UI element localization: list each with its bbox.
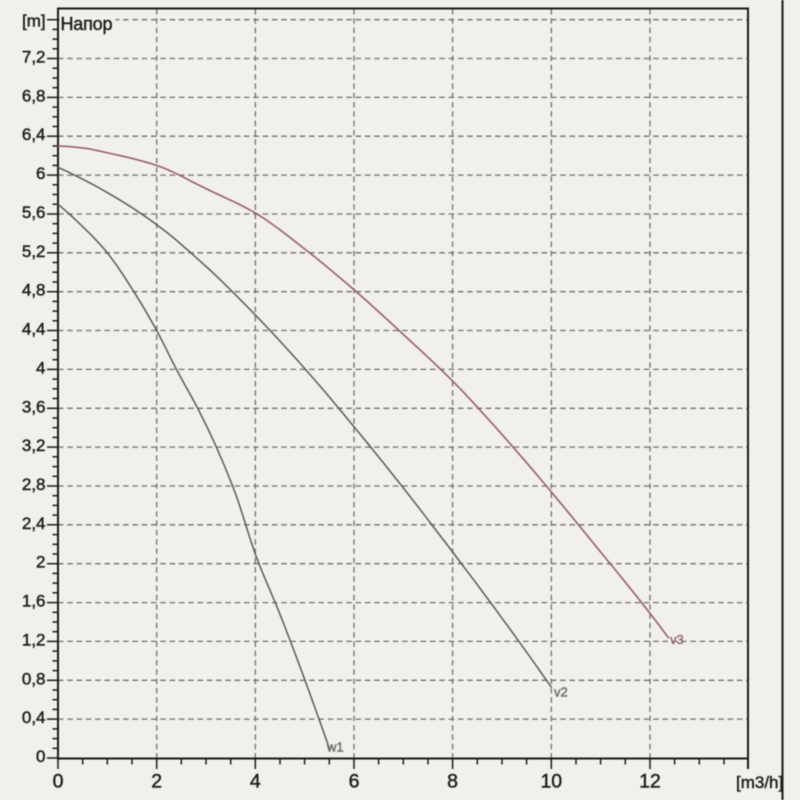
svg-text:4,4: 4,4 bbox=[22, 320, 46, 339]
svg-text:2,8: 2,8 bbox=[22, 475, 46, 494]
svg-text:5,2: 5,2 bbox=[22, 242, 46, 261]
svg-text:8: 8 bbox=[447, 771, 458, 793]
svg-text:2,4: 2,4 bbox=[22, 514, 46, 533]
svg-text:[m]: [m] bbox=[22, 12, 46, 31]
svg-text:Напор: Напор bbox=[61, 14, 113, 34]
svg-text:2: 2 bbox=[36, 553, 45, 572]
svg-text:5,6: 5,6 bbox=[22, 203, 46, 222]
svg-text:v2: v2 bbox=[554, 685, 568, 700]
svg-text:4: 4 bbox=[36, 358, 45, 377]
svg-text:[m3/h]: [m3/h] bbox=[736, 773, 783, 792]
svg-text:1,6: 1,6 bbox=[22, 592, 46, 611]
svg-text:3,6: 3,6 bbox=[22, 397, 46, 416]
svg-text:7,2: 7,2 bbox=[22, 48, 46, 67]
svg-text:3,2: 3,2 bbox=[22, 436, 46, 455]
svg-text:1,2: 1,2 bbox=[22, 630, 46, 649]
svg-text:2: 2 bbox=[151, 771, 162, 793]
svg-text:0,8: 0,8 bbox=[22, 669, 46, 688]
svg-text:w1: w1 bbox=[326, 740, 344, 755]
svg-text:6: 6 bbox=[36, 164, 45, 183]
svg-text:4,8: 4,8 bbox=[22, 281, 46, 300]
svg-text:v3: v3 bbox=[670, 632, 684, 647]
svg-text:0: 0 bbox=[53, 771, 64, 793]
svg-text:12: 12 bbox=[639, 771, 661, 793]
svg-text:0,4: 0,4 bbox=[22, 708, 46, 727]
svg-text:10: 10 bbox=[540, 771, 562, 793]
svg-text:6: 6 bbox=[349, 771, 360, 793]
svg-text:6,4: 6,4 bbox=[22, 125, 46, 144]
svg-text:6,8: 6,8 bbox=[22, 86, 46, 105]
svg-text:4: 4 bbox=[250, 771, 261, 793]
svg-text:0: 0 bbox=[36, 747, 45, 766]
